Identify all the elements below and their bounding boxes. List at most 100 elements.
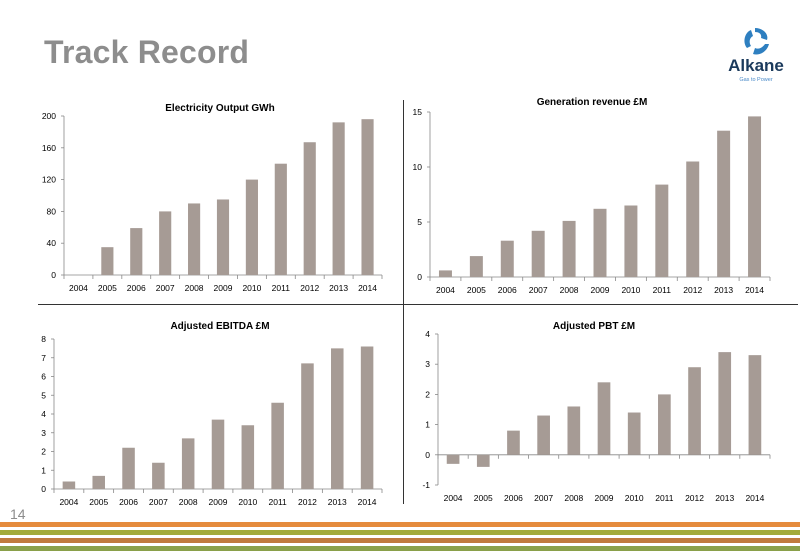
x-tick-label: 2014 <box>358 283 377 293</box>
bar-2012 <box>686 161 700 277</box>
chart-electricity-output: Electricity Output GWh 0 40 80 120 160 200 2004… <box>20 96 400 301</box>
x-tick-label: 2008 <box>179 497 198 507</box>
x-tick-label: 2012 <box>685 493 704 503</box>
bar-2009 <box>211 419 225 489</box>
page-number: 14 <box>10 506 26 522</box>
bar-2006 <box>130 228 143 275</box>
bar-2009 <box>593 208 607 277</box>
y-tick-label: 0 <box>41 484 46 494</box>
bar-2004 <box>62 481 76 489</box>
slide-title: Track Record <box>44 34 250 70</box>
chart-generation-revenue: Generation revenue £M 0 5 10 15 2004 2005 2006 2… <box>392 92 782 304</box>
chart-title: Generation revenue £M <box>537 97 648 108</box>
bar-2008 <box>567 406 581 455</box>
bar-2014 <box>748 355 762 455</box>
y-tick-label: 0 <box>417 272 422 282</box>
bar-2010 <box>627 412 641 455</box>
logo-tagline: Gas to Power <box>739 77 773 83</box>
y-tick-label: 200 <box>42 111 56 121</box>
x-tick-label: 2004 <box>444 493 463 503</box>
y-tick-label: 15 <box>413 107 423 117</box>
bar-2010 <box>241 425 255 489</box>
bar-2005 <box>92 475 105 489</box>
x-tick-label: 2010 <box>625 493 644 503</box>
bar-2004 <box>446 454 460 464</box>
bar-2014 <box>361 119 374 276</box>
chart-title: Adjusted EBITDA £M <box>170 321 269 332</box>
x-tick-label: 2011 <box>268 497 287 507</box>
y-tick-label: 7 <box>41 353 46 363</box>
x-tick-label: 2014 <box>745 493 764 503</box>
x-tick-label: 2010 <box>621 285 640 295</box>
bar-2013 <box>332 122 345 275</box>
y-tick-label: 10 <box>413 162 423 172</box>
bar-2006 <box>500 240 514 277</box>
y-tick-label: 5 <box>417 217 422 227</box>
footer-stripe-brown <box>0 538 800 543</box>
chart-adjusted-pbt: Adjusted PBT £M -1 0 1 2 3 4 2004 2005 2006 2007 20… <box>404 314 784 510</box>
bar-2010 <box>624 205 638 277</box>
y-tick-label: 1 <box>425 420 430 430</box>
bar-2008 <box>188 203 201 275</box>
bar-2007 <box>152 462 165 489</box>
bar-2011 <box>658 394 671 455</box>
footer-stripe-green <box>0 546 800 551</box>
y-tick-label: 3 <box>41 428 46 438</box>
bar-2008 <box>181 438 195 489</box>
x-tick-label: 2013 <box>715 493 734 503</box>
bar-2013 <box>717 130 731 277</box>
chart-adjusted-ebitda-svg: Adjusted EBITDA £M 0 1 2 3 4 5 6 7 8 2004 2005 2006 2… <box>41 321 383 507</box>
y-tick-label: 160 <box>42 143 56 153</box>
x-tick-label: 2010 <box>238 497 257 507</box>
y-tick-label: 120 <box>42 175 56 185</box>
bar-2009 <box>597 382 611 455</box>
y-tick-label: 6 <box>41 372 46 382</box>
x-tick-label: 2012 <box>300 283 319 293</box>
y-tick-label: 8 <box>41 334 46 344</box>
bar-2009 <box>216 199 230 275</box>
footer-stripe-orange <box>0 522 800 527</box>
x-tick-label: 2008 <box>185 283 204 293</box>
x-tick-label: 2011 <box>655 493 674 503</box>
bar-2007 <box>531 230 545 277</box>
bar-2013 <box>331 348 344 489</box>
x-tick-label: 2006 <box>119 497 138 507</box>
chart-generation-revenue-svg: Generation revenue £M 0 5 10 15 2004 2005 2006 2… <box>413 97 771 295</box>
y-tick-label: 3 <box>425 359 430 369</box>
x-tick-label: 2013 <box>329 283 348 293</box>
bar-2006 <box>122 447 135 489</box>
bar-2007 <box>537 415 550 455</box>
x-tick-label: 2007 <box>529 285 548 295</box>
x-tick-label: 2009 <box>214 283 233 293</box>
bar-2014 <box>748 116 762 278</box>
x-tick-label: 2009 <box>591 285 610 295</box>
alkane-logo-icon <box>744 28 769 55</box>
y-tick-label: 80 <box>47 206 57 216</box>
bar-2012 <box>688 367 701 455</box>
vertical-divider <box>403 100 404 504</box>
x-tick-label: 2004 <box>69 283 88 293</box>
x-tick-label: 2005 <box>89 497 108 507</box>
footer-stripe-olive <box>0 530 800 535</box>
x-tick-label: 2009 <box>209 497 228 507</box>
bar-2005 <box>476 454 490 467</box>
logo-name: Alkane <box>728 56 784 75</box>
y-tick-label: 4 <box>41 409 46 419</box>
bar-2007 <box>159 211 172 275</box>
x-tick-label: 2006 <box>127 283 146 293</box>
bar-2005 <box>469 256 483 277</box>
bar-2008 <box>562 220 576 277</box>
y-tick-label: -1 <box>422 480 430 490</box>
x-tick-label: 2008 <box>564 493 583 503</box>
x-tick-label: 2008 <box>560 285 579 295</box>
bar-2005 <box>101 247 114 275</box>
x-tick-label: 2011 <box>653 285 672 295</box>
y-tick-label: 0 <box>51 270 56 280</box>
x-tick-label: 2009 <box>595 493 614 503</box>
x-tick-label: 2014 <box>745 285 764 295</box>
y-tick-label: 0 <box>425 450 430 460</box>
x-tick-label: 2006 <box>504 493 523 503</box>
chart-title: Adjusted PBT £M <box>553 321 635 332</box>
chart-title: Electricity Output GWh <box>165 103 274 114</box>
y-tick-label: 40 <box>47 238 57 248</box>
